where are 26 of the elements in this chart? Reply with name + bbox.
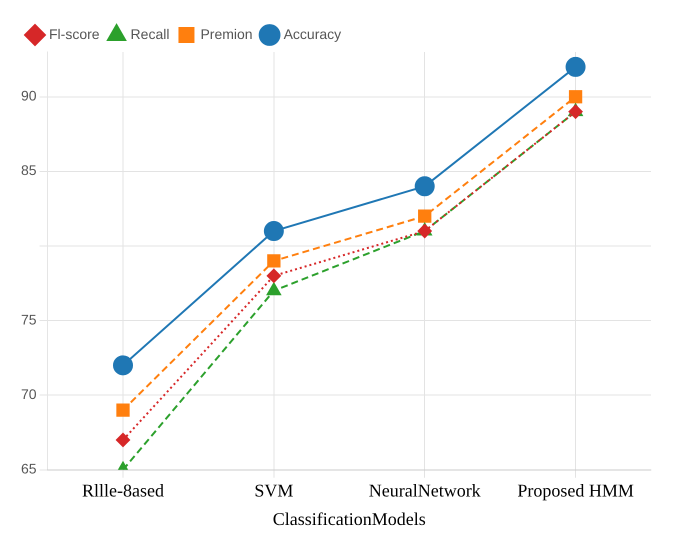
point [264,221,284,242]
x-axis-title: ClassificationModels [272,508,426,529]
y-tick-label: 70 [20,386,37,402]
x-tick-label: Rllle-8ased [82,480,164,500]
point [113,355,133,376]
point [418,224,432,238]
point [267,254,281,268]
point [568,104,583,119]
x-tick-label: NeuralNetwork [368,480,481,500]
point [414,176,435,196]
y-tick-label: 90 [20,88,37,104]
point [116,432,130,447]
y-tick-label: 65 [20,460,37,477]
point [116,403,130,417]
legend-label: Accuracy [284,26,342,42]
point [566,56,586,77]
point [568,90,582,104]
point [418,209,432,223]
y-tick-label: 75 [20,311,37,328]
y-tick-label: 85 [20,162,37,178]
legend-label: Premion [200,26,253,42]
point [266,268,281,283]
legend-label: Fl-score [49,26,100,42]
legend-label: Recall [130,26,170,42]
x-tick-label: SVM [254,480,294,500]
x-tick-label: Proposed HMM [517,480,634,500]
